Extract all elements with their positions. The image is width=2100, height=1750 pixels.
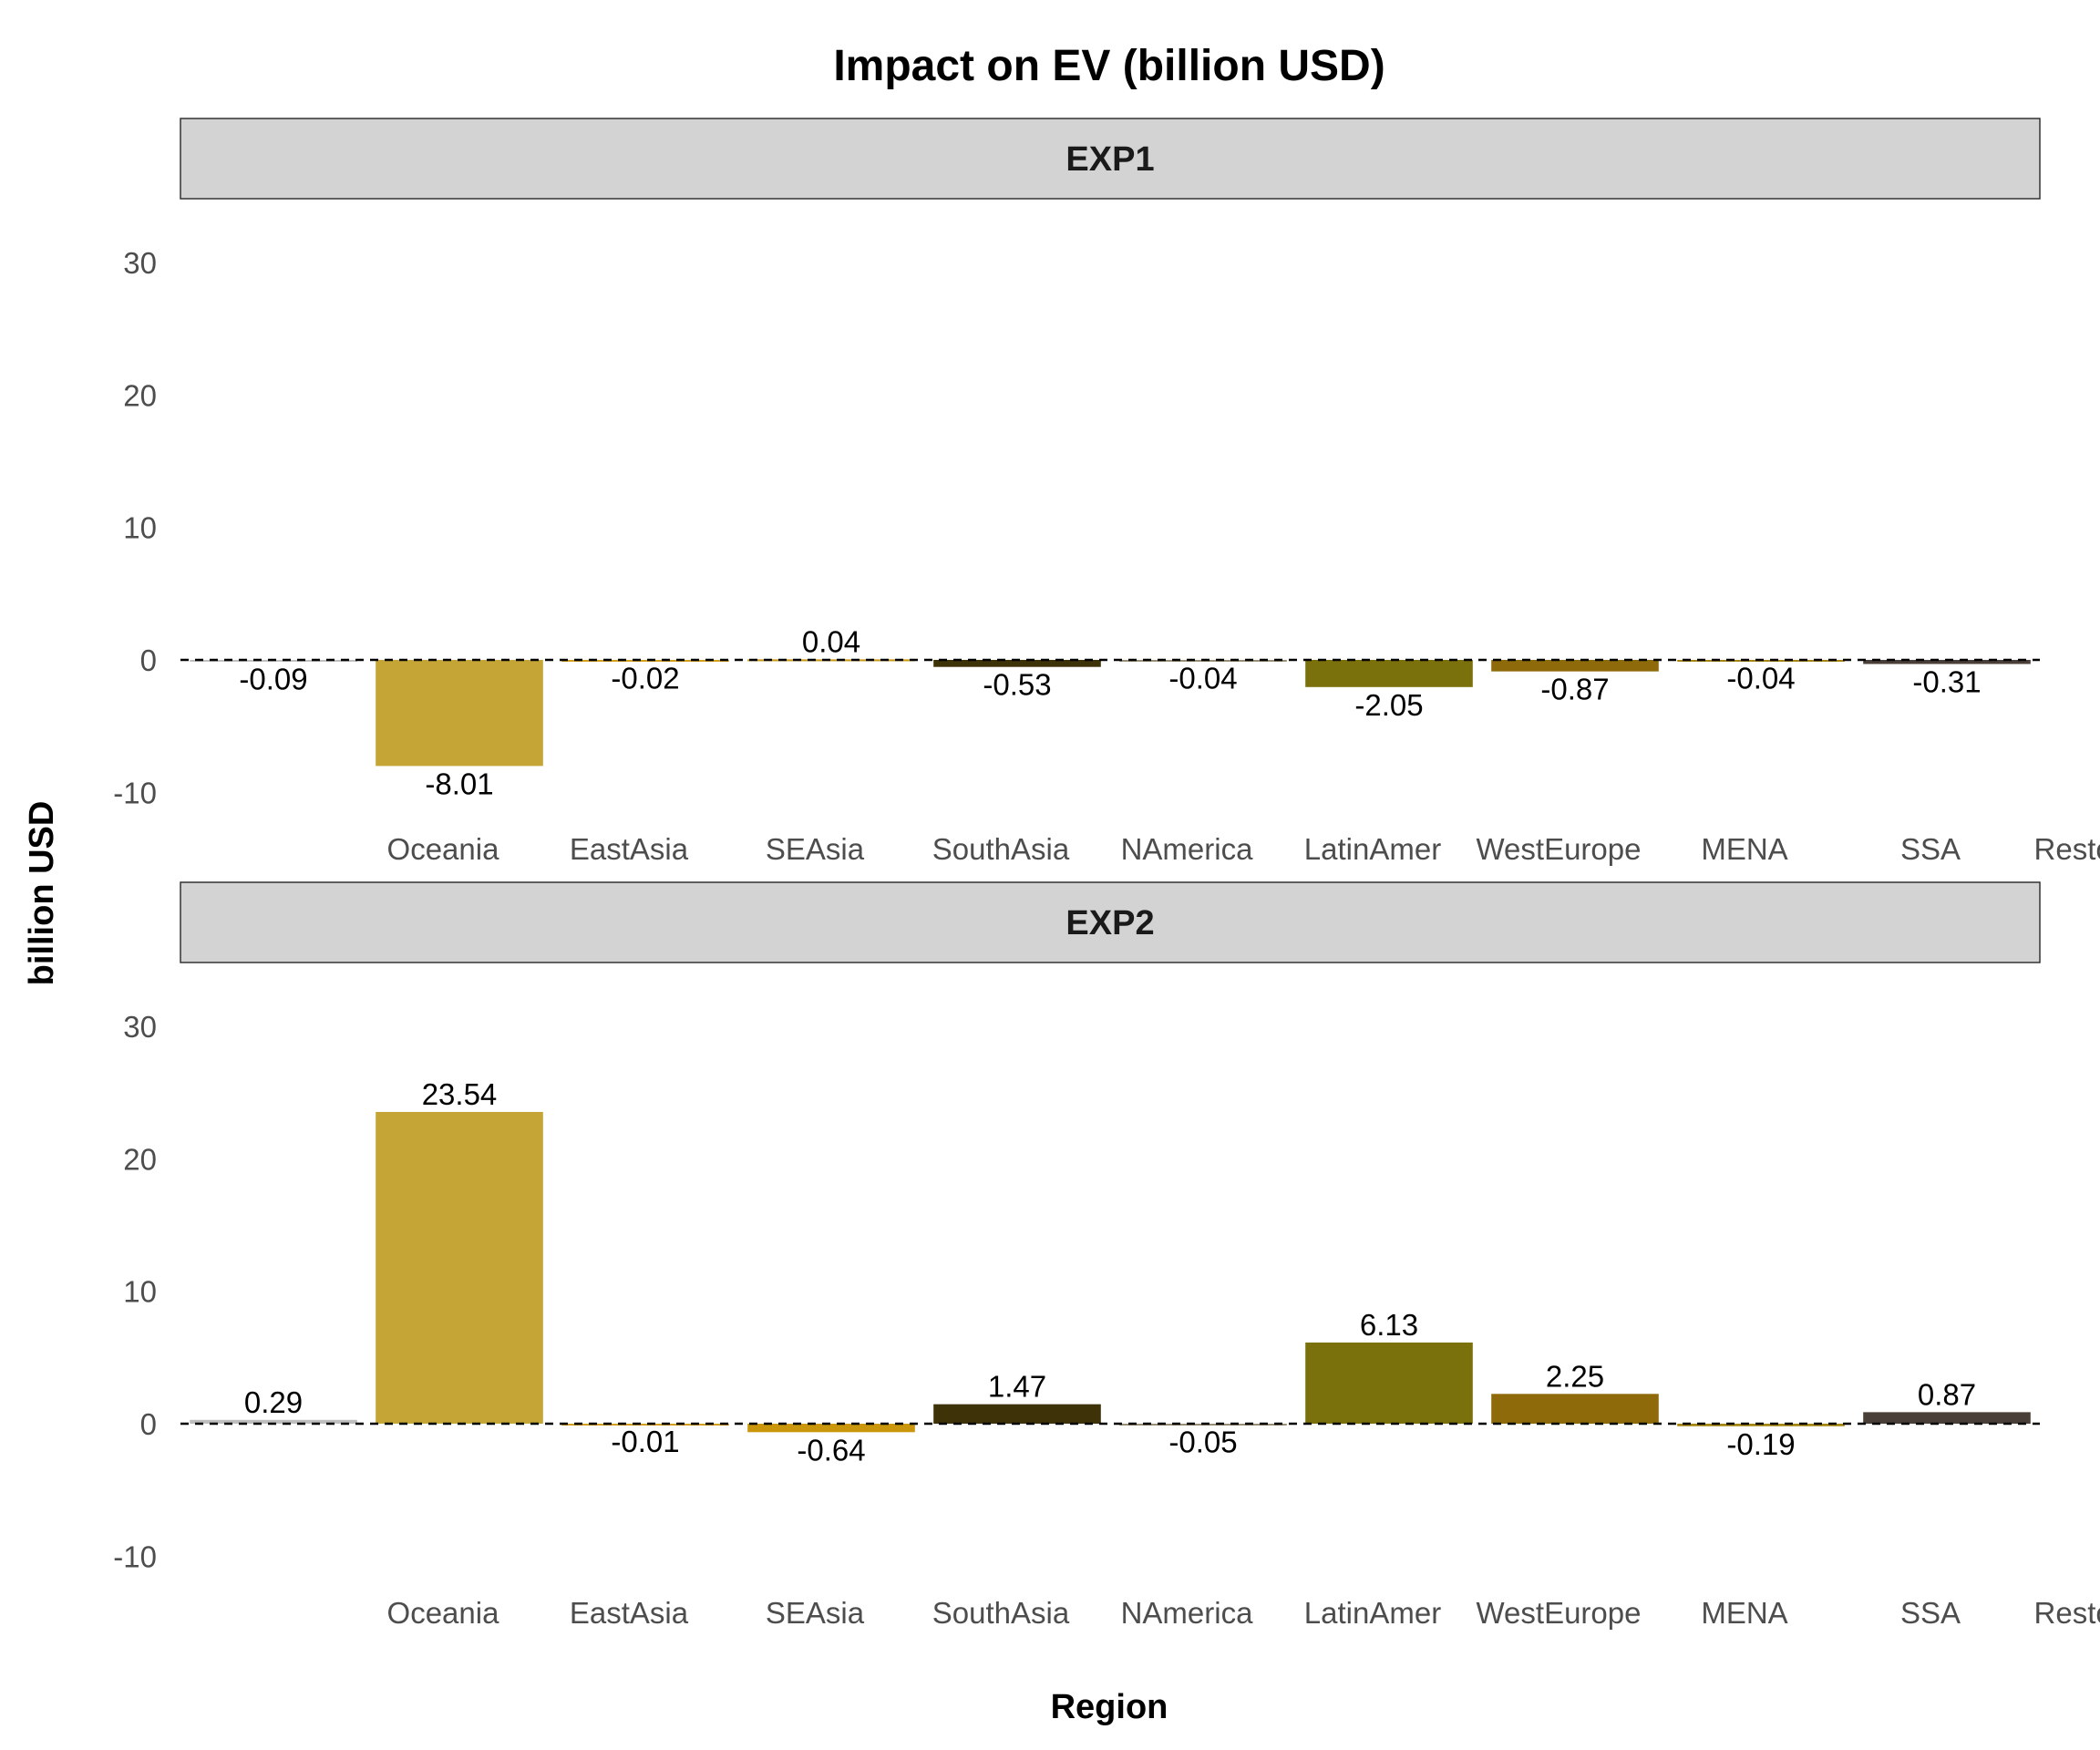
x-tick-label: RestofWorld xyxy=(2034,1596,2100,1630)
bar-seasia xyxy=(561,660,729,662)
chart-title: Impact on EV (billion USD) xyxy=(833,42,1385,90)
facet-strip-label: EXP2 xyxy=(1065,904,1154,942)
bar-value-label: -0.04 xyxy=(1726,662,1795,695)
bar-value-label: 1.47 xyxy=(988,1370,1046,1404)
x-tick-label: SEAsia xyxy=(766,832,865,866)
y-tick-label: 30 xyxy=(123,1010,157,1044)
x-tick-label: MENA xyxy=(1701,832,1787,866)
x-tick-label: SSA xyxy=(1900,1596,1961,1630)
bar-westeurope xyxy=(1305,660,1473,687)
bar-oceania xyxy=(190,1419,357,1424)
x-tick-label: WestEurope xyxy=(1477,832,1642,866)
x-axis-title: Region xyxy=(1051,1688,1168,1726)
x-tick-label: Oceania xyxy=(387,1596,500,1630)
bar-seasia xyxy=(561,1424,729,1426)
bar-value-label: -0.05 xyxy=(1168,1426,1237,1459)
x-tick-label: SouthAsia xyxy=(932,832,1070,866)
bar-value-label: -0.64 xyxy=(797,1433,865,1467)
x-tick-label: EastAsia xyxy=(570,1596,689,1630)
bar-restofworld xyxy=(1863,660,2031,664)
x-tick-label: LatinAmer xyxy=(1304,832,1441,866)
y-tick-label: 20 xyxy=(123,1142,157,1176)
bar-value-label: 2.25 xyxy=(1546,1359,1604,1393)
y-tick-label: -10 xyxy=(113,1539,157,1573)
bar-ssa xyxy=(1677,1424,1845,1426)
y-axis-title: billion USD xyxy=(23,801,61,986)
bar-value-label: -0.09 xyxy=(239,662,307,695)
bar-value-label: -0.04 xyxy=(1168,662,1237,695)
bar-namerica xyxy=(933,660,1101,667)
x-tick-label: RestofWorld xyxy=(2034,832,2100,866)
bar-value-label: -0.31 xyxy=(1912,665,1981,699)
x-tick-label: SouthAsia xyxy=(932,1596,1070,1630)
x-tick-label: NAmerica xyxy=(1121,832,1254,866)
y-tick-label: 30 xyxy=(123,246,157,280)
bar-value-label: 0.04 xyxy=(802,624,860,658)
facet-strip-label: EXP1 xyxy=(1065,140,1154,179)
x-tick-label: EastAsia xyxy=(570,832,689,866)
bar-mena xyxy=(1491,660,1659,672)
bar-eastasia xyxy=(376,1111,543,1424)
panel-exp2: EXP2 -10 0 10 20 30 0.29 23.54 -0.01 -0.64 1.47 -0.… xyxy=(113,881,2100,1630)
x-tick-label: WestEurope xyxy=(1477,1596,1642,1630)
bar-value-label: 23.54 xyxy=(422,1077,498,1111)
bar-southasia xyxy=(747,1424,915,1433)
bar-restofworld xyxy=(1863,1412,2031,1424)
y-tick-label: 0 xyxy=(140,1407,157,1441)
bar-value-label: 0.87 xyxy=(1918,1377,1976,1411)
bar-value-label: 0.29 xyxy=(244,1385,303,1419)
bar-mena xyxy=(1491,1394,1659,1424)
x-tick-label: MENA xyxy=(1701,1596,1787,1630)
bar-namerica xyxy=(933,1404,1101,1424)
bar-southasia xyxy=(747,659,915,662)
facet-strip xyxy=(180,881,2041,963)
bar-value-label: -2.05 xyxy=(1354,688,1423,722)
bar-westeurope xyxy=(1305,1342,1473,1424)
y-tick-label: -10 xyxy=(113,776,157,809)
x-tick-label: SSA xyxy=(1900,832,1961,866)
bar-value-label: -0.19 xyxy=(1726,1427,1795,1461)
y-tick-label: 10 xyxy=(123,1275,157,1309)
y-tick-label: 10 xyxy=(123,511,157,545)
bar-value-label: -0.53 xyxy=(983,668,1051,702)
bar-value-label: -0.87 xyxy=(1540,673,1609,706)
bar-eastasia xyxy=(376,660,543,767)
x-tick-label: NAmerica xyxy=(1121,1596,1254,1630)
bar-value-label: -0.02 xyxy=(611,661,679,695)
y-tick-label: 0 xyxy=(140,643,157,677)
bar-value-label: -0.01 xyxy=(611,1425,679,1458)
bar-value-label: 6.13 xyxy=(1360,1308,1418,1342)
bar-value-label: -8.01 xyxy=(425,767,493,800)
y-tick-label: 20 xyxy=(123,378,157,412)
x-tick-label: Oceania xyxy=(387,832,500,866)
facet-panels: EXP1 -10 0 10 20 30 -0.09 -8.01 -0.02 0.04 -0.53 -0… xyxy=(113,118,2100,1630)
x-tick-label: LatinAmer xyxy=(1304,1596,1441,1630)
facet-strip xyxy=(180,118,2041,200)
x-tick-label: SEAsia xyxy=(766,1596,865,1630)
panel-exp1: EXP1 -10 0 10 20 30 -0.09 -8.01 -0.02 0.04 -0.53 -0… xyxy=(113,118,2100,866)
